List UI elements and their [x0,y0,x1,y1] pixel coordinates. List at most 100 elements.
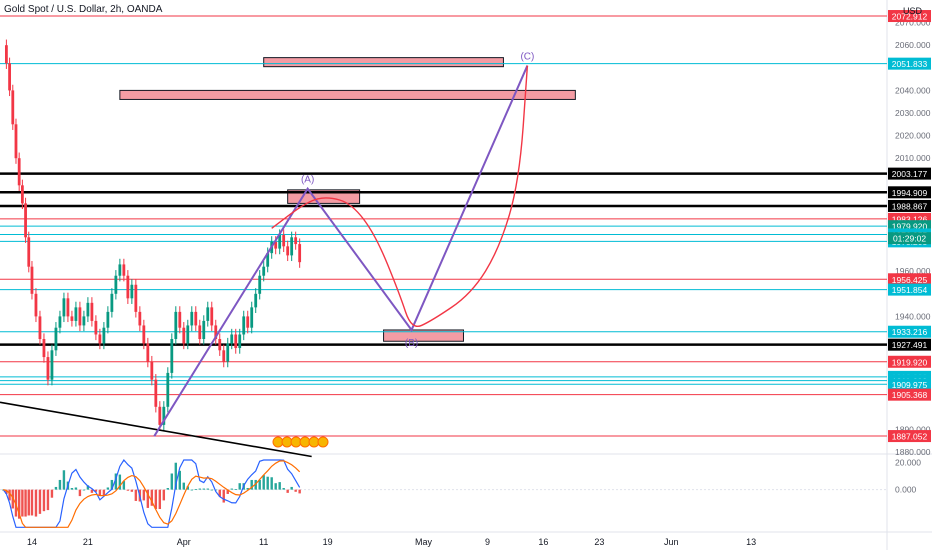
candle-body [174,311,178,339]
candle-body [202,320,206,339]
candle-body [8,63,11,91]
oscillator-bar [246,488,249,490]
oscillator-bar [174,462,178,490]
candle-body [190,311,194,326]
candle-body [238,334,242,349]
candle-body [122,264,126,276]
wave-label: (B) [405,338,418,349]
oscillator-bar [266,476,269,490]
price-badge [888,325,931,338]
oscillator-bar [46,489,50,511]
candle-body [178,311,182,328]
oscillator-bar [294,489,297,492]
price-badge-label: 2072.912 [892,12,928,22]
candle-body [38,316,42,339]
oscillator-bar [30,489,34,516]
price-badge [888,57,931,70]
candle-body [24,203,27,238]
candle-body [222,350,226,362]
oscillator-bar [24,489,27,517]
candle-body [262,266,266,276]
oscillator-bar [54,486,58,490]
candle-body [242,316,246,335]
price-badge-label: 1979.920 [892,222,928,232]
wave-label: (C) [520,52,534,63]
oscillator-bar [162,489,166,501]
candle-body [234,334,238,349]
oscillator-bar [90,489,94,493]
oscillator-bar [102,489,106,496]
candle-body [286,246,290,256]
oscillator-bar [274,483,277,490]
candle-body [278,235,282,249]
oscillator-bar [170,473,174,490]
oscillator-bar [62,470,66,490]
candle-body [158,406,162,425]
candle-body [194,311,198,326]
chart-title: Gold Spot / U.S. Dollar, 2h, OANDA [4,4,163,15]
candle-body [30,266,34,294]
price-badge [888,378,931,391]
oscillator-bar [190,489,193,491]
oscillator-bar [34,489,38,517]
oscillator-bar [118,474,122,490]
candle-body [78,307,82,326]
candle-body [198,325,202,339]
oscillator-bar [182,482,185,490]
candle-body [166,372,170,407]
candle-body [250,307,254,328]
candle-body [90,302,94,321]
candle-body [218,339,222,351]
price-badge [888,388,931,401]
oscillator-bar [8,489,11,501]
candle-body [70,316,74,321]
candle-body [230,334,234,344]
oscillator-bar [206,488,209,490]
oscillator-bar [94,489,98,492]
price-badge [888,199,931,212]
candle-body [126,275,130,299]
x-tick-label: 13 [746,537,756,547]
price-badge-label: 1951.854 [892,285,928,295]
price-badge-label: 1994.909 [892,188,928,198]
candle-body [258,275,262,294]
oscillator-bar [282,488,285,490]
y-tick-label: 2040.000 [895,85,931,95]
candle-body [134,284,138,312]
price-badge [888,273,931,286]
x-tick-label: 19 [323,537,333,547]
price-badge [888,167,931,180]
price-badge-label: 1927.491 [892,340,928,350]
candle-body [110,293,114,312]
oscillator-bar [142,489,146,501]
oscillator-bar [270,477,273,490]
candle-body [186,325,190,344]
oscillator-bar [86,485,90,490]
oscillator-bar [70,488,74,490]
price-badge-label: 1933.216 [892,327,928,337]
candle-body [74,307,78,321]
oscillator-bar [254,479,257,490]
price-badge-label: 1887.052 [892,432,928,442]
candle-body [94,320,98,335]
oscillator-bar [50,489,54,498]
oscillator-bar [58,479,62,490]
candle-body [17,158,21,186]
trendline [0,401,312,458]
oscillator-bar [114,473,118,490]
candle-body [142,325,146,344]
candle-body [42,339,46,358]
candle-body [266,253,270,267]
oscillator-bar [106,487,110,490]
x-tick-label: May [415,537,433,547]
candle-body [86,302,90,317]
candle-body [154,379,158,407]
oscillator-bar [258,479,261,490]
y-tick-label: 2060.000 [895,40,931,50]
candle-body [254,293,258,308]
candle-body [118,264,122,276]
y-tick-label: 2070.000 [895,18,931,28]
candle-body [206,307,210,321]
